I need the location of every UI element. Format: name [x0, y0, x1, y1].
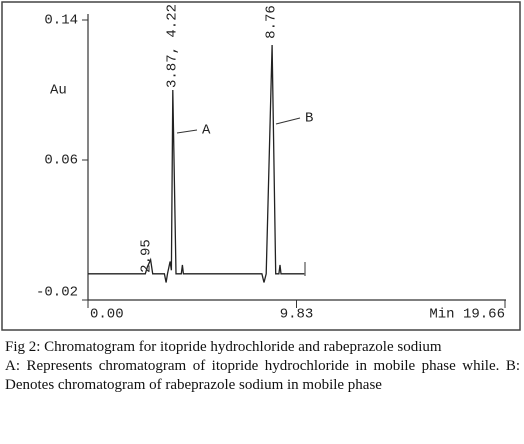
annotation: 3.87, 4.22: [165, 4, 181, 88]
y-axis-label: Au: [50, 83, 67, 99]
frame: [1, 1, 521, 331]
caption-title: Fig 2: Chromatogram for itopride hydroch…: [5, 339, 442, 355]
trace: [88, 44, 305, 283]
x-tick-label: 9.83: [280, 307, 314, 323]
annotation: 8.76: [264, 5, 280, 39]
y-tick-label: 0.14: [44, 13, 78, 29]
annotation: B: [305, 111, 313, 127]
caption-note: A: Represents chromatogram of itopride h…: [5, 358, 520, 393]
x-tick-label: 0.00: [90, 307, 124, 323]
chart: Au 0.14 0.06 -0.02 0.00 9.83 Min 19.66 3.87, 4…: [1, 1, 521, 331]
y-tick-label: 0.06: [44, 153, 78, 169]
caption: Fig 2: Chromatogram for itopride hydroch…: [5, 338, 520, 395]
annotation: 2.95: [139, 239, 155, 273]
leader-line: [176, 129, 198, 134]
y-tick-label: -0.02: [36, 285, 78, 301]
annotation: A: [202, 123, 211, 139]
x-tick-label: Min 19.66: [429, 307, 505, 323]
leader-line: [275, 117, 301, 125]
